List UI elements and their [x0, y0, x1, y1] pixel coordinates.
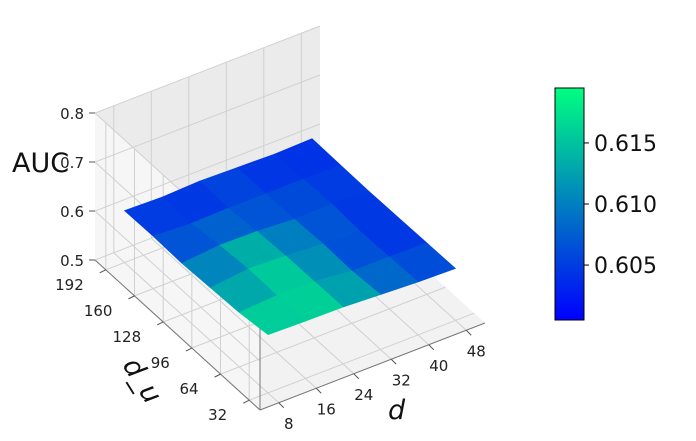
- x-axis-label: d: [388, 395, 406, 426]
- colorbar-gradient: [554, 87, 585, 321]
- x-tick-mark: [315, 387, 322, 394]
- z-tick-label: 0.8: [60, 105, 84, 123]
- y-tick-label: 64: [179, 380, 198, 398]
- svg-text:d: d: [388, 395, 406, 426]
- x-axis-line: [259, 322, 486, 411]
- y-tick-mark: [243, 399, 250, 404]
- y-tick-label: 32: [208, 406, 227, 424]
- x-tick-label: 48: [467, 342, 486, 360]
- x-tick-mark: [465, 329, 472, 336]
- colorbar: 0.605 0.610 0.615: [554, 87, 657, 321]
- y-tick-mark: [185, 347, 193, 352]
- colorbar-tick-label: 0.615: [594, 132, 657, 157]
- colorbar-tick-label: 0.610: [594, 193, 657, 218]
- y-tick-label: 96: [151, 354, 170, 372]
- x-tick-label: 8: [284, 415, 294, 433]
- z-tick-label: 0.6: [60, 203, 84, 221]
- z-tick-label: 0.7: [60, 154, 84, 172]
- colorbar-tick-label: 0.605: [594, 254, 657, 279]
- x-tick-label: 40: [429, 357, 448, 375]
- x-tick-label: 32: [392, 371, 411, 389]
- y-tick-label: 128: [113, 328, 142, 346]
- x-tick-mark: [390, 358, 397, 365]
- y-tick-mark: [128, 295, 135, 300]
- x-tick-label: 16: [317, 400, 336, 418]
- y-tick-label: 160: [84, 302, 113, 320]
- x-tick-mark: [278, 402, 285, 409]
- x-tick-mark: [353, 373, 360, 380]
- y-tick-label: 192: [55, 276, 84, 294]
- surface-patch: [239, 295, 306, 336]
- x-tick-label: 24: [354, 386, 373, 404]
- z-axis-label: AUC: [12, 148, 69, 179]
- surface: [124, 138, 456, 336]
- y-tick-mark: [99, 269, 106, 274]
- y-axis-line: [94, 259, 261, 411]
- z-tick-label: 0.5: [60, 252, 84, 270]
- y-tick-mark: [214, 373, 221, 378]
- x-tick-mark: [428, 344, 435, 351]
- y-tick-mark: [156, 321, 164, 326]
